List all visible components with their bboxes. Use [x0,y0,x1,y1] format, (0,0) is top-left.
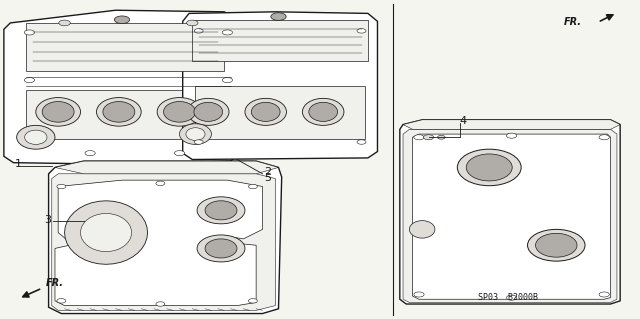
Circle shape [424,135,434,140]
Circle shape [85,151,95,156]
Ellipse shape [245,98,287,125]
Circle shape [599,135,609,140]
Polygon shape [403,129,617,302]
Polygon shape [26,23,224,70]
Polygon shape [182,12,378,160]
Ellipse shape [186,128,205,140]
Text: FR.: FR. [45,278,63,288]
Circle shape [24,78,35,83]
Circle shape [414,135,424,140]
Ellipse shape [17,125,55,149]
Circle shape [194,140,203,144]
Ellipse shape [194,102,223,122]
Ellipse shape [410,221,435,238]
Polygon shape [400,120,620,304]
Polygon shape [192,20,368,61]
Circle shape [186,20,198,26]
Text: 1: 1 [15,159,22,169]
Circle shape [506,295,516,300]
Ellipse shape [527,229,585,261]
Polygon shape [413,134,611,299]
Circle shape [357,29,366,33]
Circle shape [194,29,203,33]
Text: 3: 3 [44,215,51,225]
Circle shape [248,184,257,189]
Circle shape [57,299,66,303]
Ellipse shape [103,101,135,122]
Text: SP03  B2000B: SP03 B2000B [478,293,538,302]
Ellipse shape [197,197,245,224]
Circle shape [156,302,165,306]
Polygon shape [195,86,365,139]
Circle shape [599,292,609,297]
Ellipse shape [188,98,229,125]
Polygon shape [49,161,282,314]
Circle shape [24,30,35,35]
Circle shape [414,292,424,297]
Polygon shape [81,213,132,252]
Text: FR.: FR. [564,17,582,26]
Polygon shape [52,174,275,310]
Ellipse shape [205,239,237,258]
Polygon shape [4,10,240,164]
Circle shape [248,299,257,303]
Ellipse shape [97,98,141,126]
Text: 4: 4 [460,116,467,126]
Ellipse shape [36,98,81,126]
Ellipse shape [205,201,237,220]
Ellipse shape [42,101,74,122]
Polygon shape [55,180,262,306]
Polygon shape [26,90,218,139]
Ellipse shape [157,98,202,126]
Circle shape [357,140,366,144]
Ellipse shape [458,149,521,186]
Circle shape [222,78,232,83]
Ellipse shape [309,102,337,122]
Polygon shape [55,161,278,174]
Ellipse shape [179,124,211,145]
Circle shape [506,133,516,138]
Circle shape [57,184,66,189]
Circle shape [438,135,445,139]
Circle shape [271,13,286,20]
Text: 2: 2 [264,167,271,177]
Ellipse shape [467,154,512,181]
Circle shape [59,20,70,26]
Circle shape [174,151,184,156]
Text: 5: 5 [264,173,271,183]
Ellipse shape [303,98,344,125]
Circle shape [222,30,232,35]
Circle shape [156,181,165,186]
Circle shape [115,16,130,24]
Ellipse shape [252,102,280,122]
Ellipse shape [25,130,47,145]
Polygon shape [403,120,620,129]
Polygon shape [65,201,148,264]
Ellipse shape [197,235,245,262]
Ellipse shape [536,233,577,257]
Ellipse shape [164,101,195,122]
